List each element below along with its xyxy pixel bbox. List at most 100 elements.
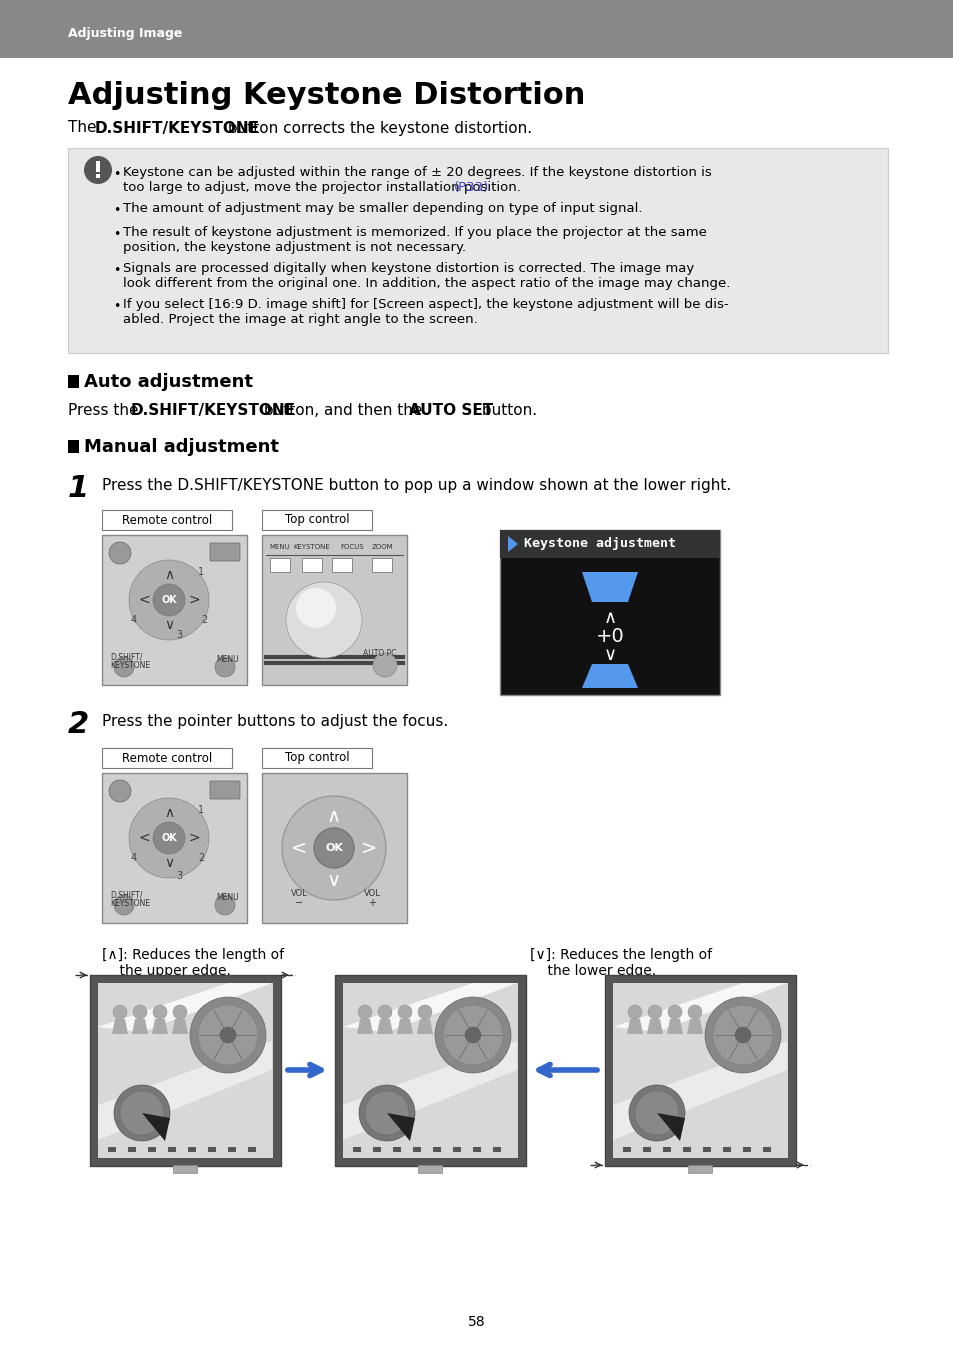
Bar <box>96 161 100 172</box>
Polygon shape <box>613 1041 786 1140</box>
Polygon shape <box>507 535 517 552</box>
Circle shape <box>635 1091 679 1134</box>
Circle shape <box>113 657 133 677</box>
Text: OK: OK <box>161 833 176 844</box>
Circle shape <box>84 155 112 184</box>
Bar <box>353 1146 360 1152</box>
Bar <box>102 535 247 685</box>
Text: •: • <box>112 300 120 314</box>
Text: Adjusting Image: Adjusting Image <box>68 27 182 41</box>
Text: Auto adjustment: Auto adjustment <box>84 373 253 391</box>
Bar <box>642 1146 650 1152</box>
Bar <box>687 1165 711 1174</box>
Circle shape <box>152 584 185 617</box>
Polygon shape <box>142 1113 170 1141</box>
Text: too large to adjust, move the projector installation position.: too large to adjust, move the projector … <box>123 181 524 193</box>
Text: ∧: ∧ <box>603 608 616 627</box>
Bar <box>108 1146 116 1152</box>
Text: 2: 2 <box>197 853 204 863</box>
Circle shape <box>129 560 209 639</box>
Text: OK: OK <box>325 844 342 853</box>
Bar <box>393 1146 400 1152</box>
Polygon shape <box>343 983 517 1032</box>
Text: 1: 1 <box>68 475 90 503</box>
Circle shape <box>198 1005 257 1065</box>
Text: Keystone can be adjusted within the range of ± 20 degrees. If the keystone disto: Keystone can be adjusted within the rang… <box>123 166 711 178</box>
Bar <box>102 773 247 923</box>
Bar <box>262 535 407 685</box>
Text: >: > <box>188 831 199 845</box>
Text: •: • <box>112 168 120 181</box>
Text: D.SHIFT/KEYSTONE: D.SHIFT/KEYSTONE <box>131 403 295 418</box>
Circle shape <box>358 1086 415 1141</box>
Bar <box>762 1146 770 1152</box>
Text: Top control: Top control <box>284 514 349 526</box>
Circle shape <box>417 1005 432 1019</box>
Bar <box>208 1146 215 1152</box>
Text: 1: 1 <box>197 804 204 815</box>
Bar <box>622 1146 630 1152</box>
FancyBboxPatch shape <box>302 558 322 572</box>
Circle shape <box>712 1005 772 1065</box>
Bar <box>473 1146 480 1152</box>
Bar <box>0 0 953 58</box>
Circle shape <box>132 1005 147 1019</box>
Text: button, and then the: button, and then the <box>258 403 427 418</box>
Text: Keystone adjustment: Keystone adjustment <box>523 538 676 550</box>
Text: •: • <box>112 204 120 218</box>
Bar <box>248 1146 255 1152</box>
Bar <box>228 1146 235 1152</box>
FancyBboxPatch shape <box>102 510 232 530</box>
Circle shape <box>704 996 781 1073</box>
Text: Adjusting Keystone Distortion: Adjusting Keystone Distortion <box>68 81 585 110</box>
Text: ∧: ∧ <box>164 806 173 821</box>
Text: Signals are processed digitally when keystone distortion is corrected. The image: Signals are processed digitally when key… <box>123 262 694 274</box>
Polygon shape <box>666 1019 682 1034</box>
Bar <box>499 530 720 695</box>
Text: 2: 2 <box>68 710 90 740</box>
Polygon shape <box>613 983 786 1032</box>
Circle shape <box>667 1005 681 1019</box>
Text: Press the: Press the <box>68 403 143 418</box>
Polygon shape <box>98 983 272 1032</box>
Circle shape <box>190 996 266 1073</box>
Text: Manual adjustment: Manual adjustment <box>84 438 278 456</box>
Circle shape <box>373 653 396 677</box>
Polygon shape <box>396 1019 413 1034</box>
Bar <box>682 1146 690 1152</box>
Text: button corrects the keystone distortion.: button corrects the keystone distortion. <box>223 120 532 135</box>
Bar <box>168 1146 175 1152</box>
Text: ZOOM: ZOOM <box>371 544 393 550</box>
Circle shape <box>314 827 354 868</box>
Text: Remote control: Remote control <box>122 514 212 526</box>
Polygon shape <box>581 572 638 602</box>
Polygon shape <box>581 664 638 688</box>
Bar <box>335 975 525 1165</box>
Circle shape <box>628 1086 684 1141</box>
Bar <box>499 530 720 558</box>
Text: [∧]: Reduces the length of: [∧]: Reduces the length of <box>102 948 284 963</box>
Bar <box>188 1146 195 1152</box>
Text: +: + <box>368 898 375 909</box>
Text: <: < <box>291 838 307 857</box>
FancyBboxPatch shape <box>210 544 240 561</box>
FancyBboxPatch shape <box>102 748 232 768</box>
Circle shape <box>120 1091 164 1134</box>
FancyBboxPatch shape <box>270 558 290 572</box>
Circle shape <box>152 822 185 854</box>
Text: KEYSTONE: KEYSTONE <box>110 661 150 671</box>
Circle shape <box>282 796 386 900</box>
Polygon shape <box>343 1041 517 1140</box>
Circle shape <box>286 581 361 658</box>
Text: <: < <box>138 594 150 607</box>
Circle shape <box>112 1005 127 1019</box>
Text: 1: 1 <box>197 566 204 577</box>
Text: The amount of adjustment may be smaller depending on type of input signal.: The amount of adjustment may be smaller … <box>123 201 641 215</box>
Circle shape <box>464 1028 480 1042</box>
Circle shape <box>113 895 133 915</box>
FancyBboxPatch shape <box>372 558 392 572</box>
Circle shape <box>435 996 511 1073</box>
FancyBboxPatch shape <box>210 781 240 799</box>
Bar <box>702 1146 710 1152</box>
Text: ∨: ∨ <box>327 871 341 890</box>
